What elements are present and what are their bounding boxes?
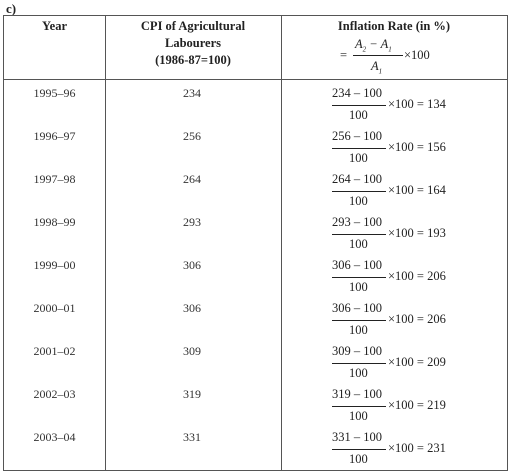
header-cpi: CPI of Agricultural Labourers (1986-87=1… bbox=[105, 18, 281, 69]
cpi-cell: 309 bbox=[183, 344, 201, 358]
calc-denominator: 100 bbox=[349, 323, 368, 337]
calc-result: ×100 = 156 bbox=[388, 140, 446, 154]
calc-result: ×100 = 193 bbox=[388, 226, 446, 240]
year-cell: 2001–02 bbox=[33, 344, 76, 358]
inflation-calc: 319 – 100 100 ×100 = 219 bbox=[332, 387, 482, 427]
formula-fraction-bar bbox=[353, 55, 403, 56]
calc-denominator: 100 bbox=[349, 409, 368, 423]
calc-denominator: 100 bbox=[349, 194, 368, 208]
year-cell: 1997–98 bbox=[33, 172, 76, 186]
inflation-calc: 293 – 100 100 ×100 = 193 bbox=[332, 215, 482, 255]
header-cpi-line-2: Labourers bbox=[164, 36, 222, 50]
cpi-cell: 319 bbox=[183, 387, 201, 401]
calc-numerator: 293 – 100 bbox=[332, 215, 382, 229]
calc-denominator: 100 bbox=[349, 280, 368, 294]
calc-fraction-bar bbox=[332, 320, 386, 321]
calc-fraction-bar bbox=[332, 277, 386, 278]
header-inflation: Inflation Rate (in %) bbox=[337, 19, 451, 33]
header-cpi-line-3: (1986-87=100) bbox=[155, 53, 231, 67]
section-label: c) bbox=[6, 1, 17, 16]
column-divider bbox=[281, 16, 282, 470]
column-divider bbox=[105, 16, 106, 470]
calc-denominator: 100 bbox=[349, 452, 368, 466]
year-cell: 1995–96 bbox=[33, 86, 76, 100]
year-cell: 1999–00 bbox=[33, 258, 76, 272]
header-cpi-line-1: CPI of Agricultural bbox=[140, 19, 246, 33]
calc-fraction-bar bbox=[332, 234, 386, 235]
calc-result: ×100 = 164 bbox=[388, 183, 446, 197]
year-cell: 1998–99 bbox=[33, 215, 76, 229]
calc-fraction-bar bbox=[332, 406, 386, 407]
calc-fraction-bar bbox=[332, 363, 386, 364]
cpi-cell: 293 bbox=[183, 215, 201, 229]
formula-equals: = bbox=[340, 48, 348, 62]
calc-fraction-bar bbox=[332, 191, 386, 192]
inflation-calc: 234 – 100 100 ×100 = 134 bbox=[332, 86, 482, 126]
calc-denominator: 100 bbox=[349, 366, 368, 380]
calc-numerator: 309 – 100 bbox=[332, 344, 382, 358]
year-cell: 2003–04 bbox=[33, 430, 76, 444]
inflation-table: Year CPI of Agricultural Labourers (1986… bbox=[3, 15, 508, 471]
calc-denominator: 100 bbox=[349, 108, 368, 122]
inflation-formula: = A2 − A1 A1 ×100 bbox=[340, 36, 440, 78]
calc-result: ×100 = 209 bbox=[388, 355, 446, 369]
calc-numerator: 264 – 100 bbox=[332, 172, 382, 186]
calc-result: ×100 = 206 bbox=[388, 269, 446, 283]
calc-denominator: 100 bbox=[349, 151, 368, 165]
calc-result: ×100 = 219 bbox=[388, 398, 446, 412]
year-cell: 1996–97 bbox=[33, 129, 76, 143]
calc-result: ×100 = 134 bbox=[388, 97, 446, 111]
cpi-cell: 234 bbox=[183, 86, 201, 100]
calc-numerator: 319 – 100 bbox=[332, 387, 382, 401]
calc-fraction-bar bbox=[332, 449, 386, 450]
calc-numerator: 306 – 100 bbox=[332, 301, 382, 315]
inflation-calc: 306 – 100 100 ×100 = 206 bbox=[332, 258, 482, 298]
inflation-calc: 306 – 100 100 ×100 = 206 bbox=[332, 301, 482, 341]
calc-numerator: 331 – 100 bbox=[332, 430, 382, 444]
cpi-cell: 256 bbox=[183, 129, 201, 143]
formula-numerator: A2 − A1 bbox=[355, 37, 392, 54]
inflation-calc: 256 – 100 100 ×100 = 156 bbox=[332, 129, 482, 169]
cpi-cell: 331 bbox=[183, 430, 201, 444]
header-divider bbox=[4, 79, 507, 80]
cpi-cell: 306 bbox=[183, 301, 201, 315]
header-year: Year bbox=[42, 19, 67, 33]
calc-numerator: 234 – 100 bbox=[332, 86, 382, 100]
calc-result: ×100 = 206 bbox=[388, 312, 446, 326]
calc-numerator: 256 – 100 bbox=[332, 129, 382, 143]
calc-fraction-bar bbox=[332, 148, 386, 149]
year-cell: 2002–03 bbox=[33, 387, 76, 401]
calc-numerator: 306 – 100 bbox=[332, 258, 382, 272]
calc-result: ×100 = 231 bbox=[388, 441, 446, 455]
year-cell: 2000–01 bbox=[33, 301, 76, 315]
calc-denominator: 100 bbox=[349, 237, 368, 251]
formula-denominator: A1 bbox=[371, 59, 383, 76]
formula-multiplier: ×100 bbox=[404, 48, 430, 62]
cpi-cell: 306 bbox=[183, 258, 201, 272]
calc-fraction-bar bbox=[332, 105, 386, 106]
inflation-calc: 264 – 100 100 ×100 = 164 bbox=[332, 172, 482, 212]
cpi-cell: 264 bbox=[183, 172, 201, 186]
inflation-calc: 331 – 100 100 ×100 = 231 bbox=[332, 430, 482, 470]
inflation-calc: 309 – 100 100 ×100 = 209 bbox=[332, 344, 482, 384]
